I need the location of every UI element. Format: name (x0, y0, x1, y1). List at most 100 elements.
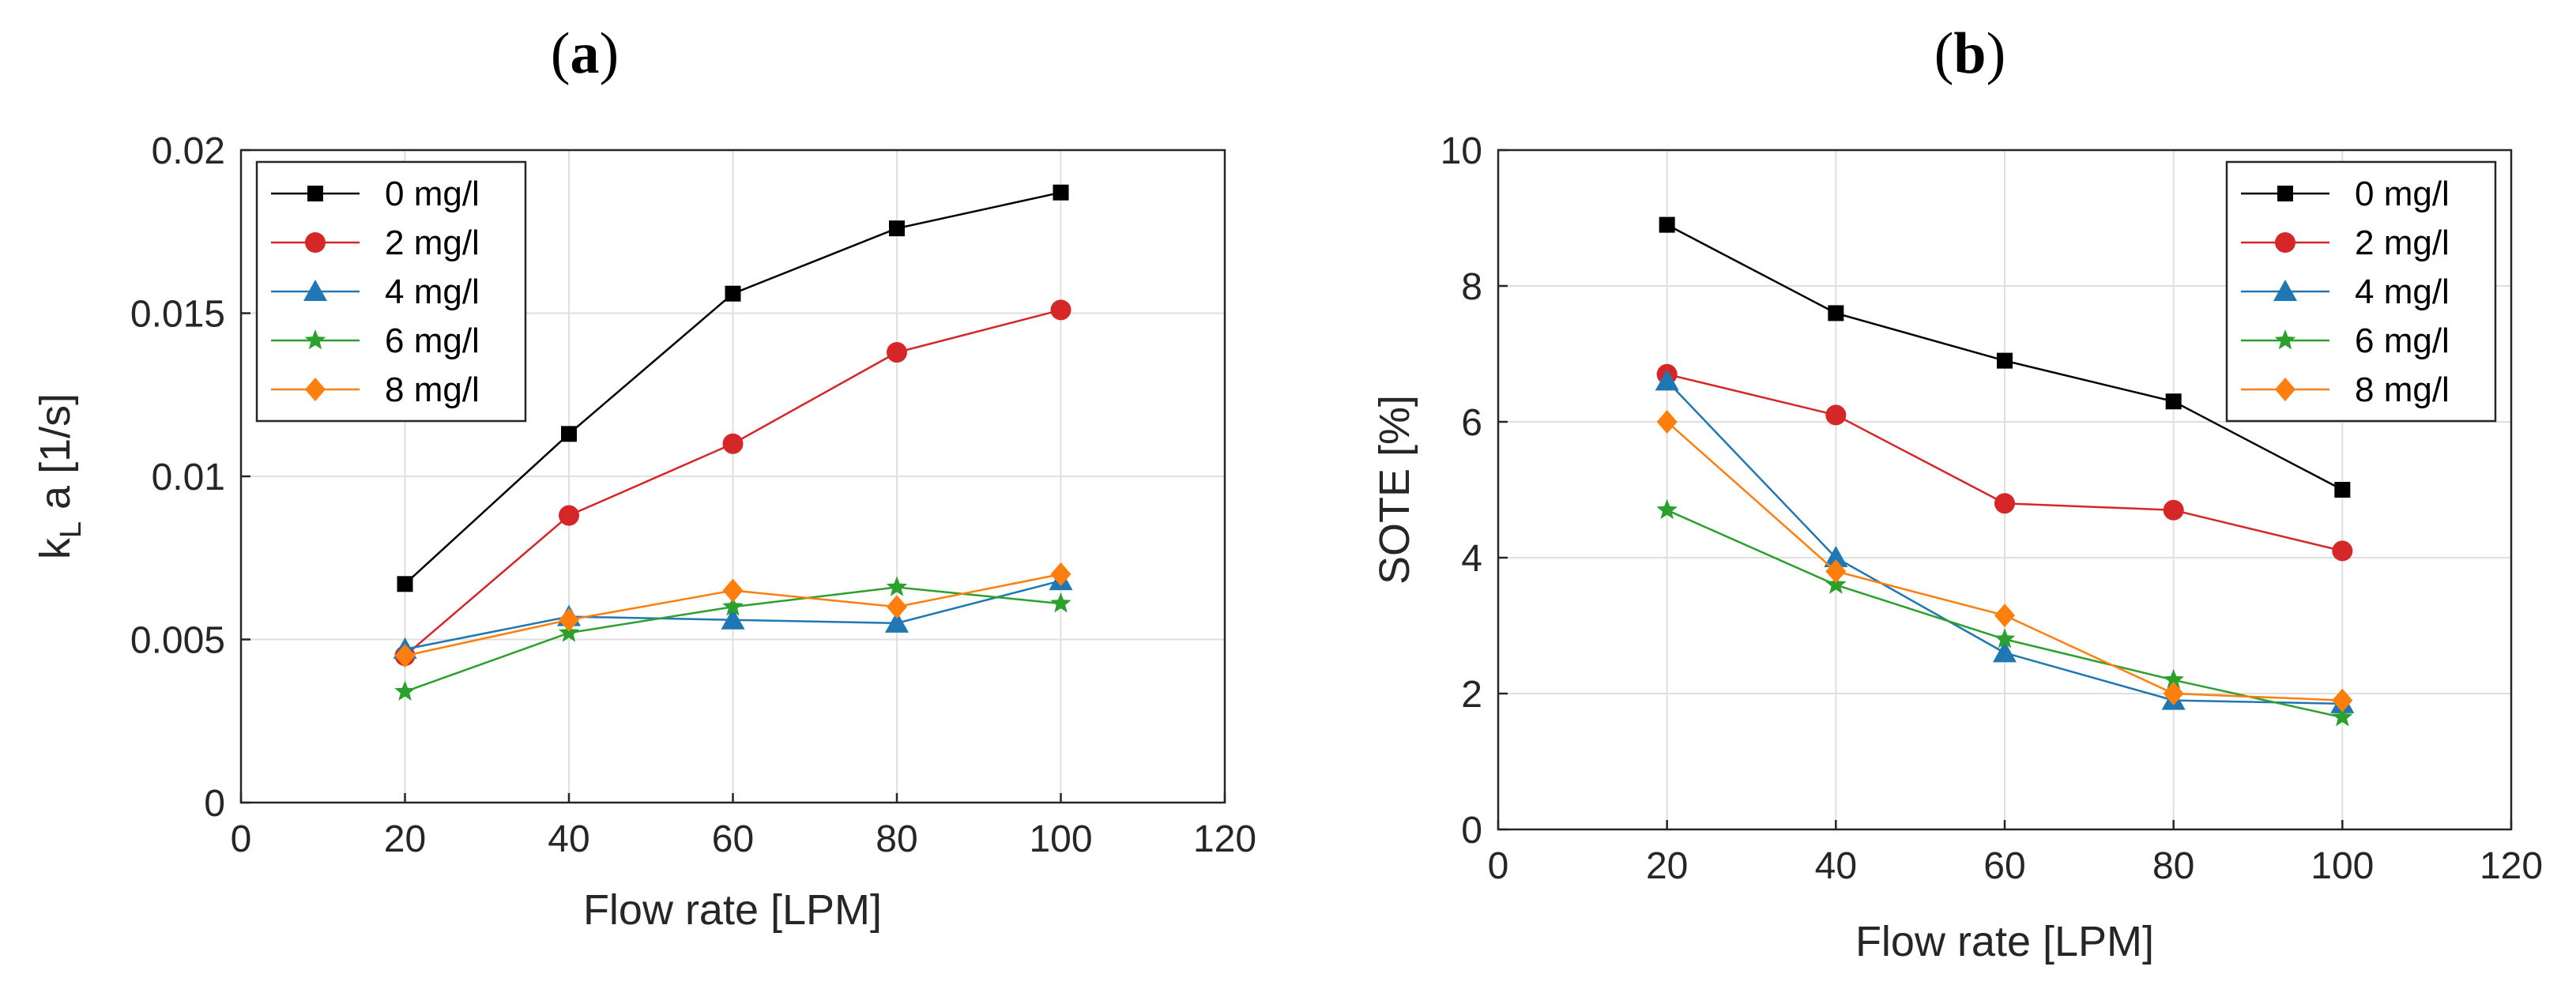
chart-kla-series-0-point (397, 576, 413, 592)
chart-kla-legend-entry-1: 2 mg/l (271, 224, 480, 262)
chart-kla-legend-label-1: 2 mg/l (385, 224, 480, 262)
chart-sote-series-4-point (2332, 688, 2353, 713)
chart-kla-legend-marker-0 (307, 186, 323, 201)
chart-kla-y-tick-label: 0.005 (130, 620, 225, 662)
chart-kla-x-axis-label: Flow rate [LPM] (583, 886, 882, 934)
chart-sote-series-0-point (1659, 216, 1675, 233)
chart-sote-legend-entry-0: 0 mg/l (2241, 175, 2450, 213)
chart-kla-series-4-point (559, 607, 579, 632)
chart-sote-legend-marker-0 (2277, 186, 2293, 201)
chart-sote-x-tick-label: 20 (1646, 845, 1688, 887)
chart-sote-series-0-point (2334, 482, 2351, 498)
chart-sote-series-4-point (1656, 410, 1678, 434)
chart-sote-x-tick-label: 60 (1983, 845, 2025, 887)
chart-kla-x-tick-label: 60 (712, 818, 754, 860)
chart-kla-series-0-point (889, 220, 905, 237)
panel-title-b: (b) (1934, 21, 2005, 86)
chart-sote-legend: 0 mg/l 2 mg/l 4 mg/l 6 mg/l 8 mg/l (2225, 160, 2497, 423)
chart-sote-series-1-point (2163, 499, 2184, 521)
chart-kla-x-tick-label: 100 (1029, 818, 1092, 860)
chart-sote-legend-marker-1 (2275, 232, 2295, 253)
chart-sote-y-tick-label: 8 (1461, 266, 1482, 308)
chart-kla-legend-marker-1 (305, 232, 326, 253)
chart-kla-x-tick-label: 0 (231, 818, 252, 860)
chart-sote-legend-label-4: 8 mg/l (2355, 370, 2450, 409)
chart-sote: 0 20 40 60 80 100 120 0 2 4 6 8 10 Flow rate [LPM] S… (1371, 130, 2543, 965)
chart-kla-series-0 (397, 184, 1069, 592)
chart-kla-legend-entry-4: 8 mg/l (271, 370, 480, 409)
chart-sote-series-3 (1656, 498, 2353, 727)
chart-sote-series-3-point (1994, 628, 2016, 649)
chart-kla-series-1-point (722, 433, 744, 454)
chart-kla-ticks: 0 20 40 60 80 100 120 0 0.005 0.01 0.015 0.02 (130, 130, 1256, 860)
panel-label-b: b (1953, 21, 1986, 86)
chart-sote-x-tick-label: 80 (2152, 845, 2194, 887)
chart-kla-series-3-point (1050, 592, 1071, 613)
chart-kla-y-tick-label: 0.01 (152, 457, 225, 498)
chart-sote-series-3-point (2163, 668, 2184, 690)
chart-sote-legend-entry-1: 2 mg/l (2241, 224, 2450, 262)
chart-kla-series (393, 184, 1073, 701)
chart-kla-legend-label-3: 6 mg/l (385, 322, 480, 360)
chart-sote-legend-label-3: 6 mg/l (2355, 322, 2450, 360)
chart-kla-legend-marker-4 (305, 378, 326, 401)
chart-sote-legend-label-2: 4 mg/l (2355, 273, 2450, 311)
chart-sote-y-tick-label: 0 (1461, 810, 1482, 852)
chart-sote-series-2-point (1824, 546, 1848, 567)
chart-sote-series-0 (1659, 216, 2351, 498)
chart-sote-series-3-point (1656, 498, 1678, 520)
chart-kla-x-tick-label: 80 (876, 818, 917, 860)
chart-kla-series-0-point (1053, 184, 1069, 201)
chart-kla-x-tick-label: 40 (548, 818, 589, 860)
chart-sote-legend-entry-3: 6 mg/l (2241, 322, 2450, 360)
chart-sote-series-1-point (1994, 493, 2015, 514)
panel-label-a: a (571, 21, 600, 86)
chart-kla-legend-label-4: 8 mg/l (385, 370, 480, 409)
chart-kla-legend-label-0: 0 mg/l (385, 175, 480, 213)
chart-kla-y-tick-label: 0 (204, 783, 225, 825)
chart-sote-series-0-point (1997, 352, 2013, 369)
chart-kla-series-1-point (887, 342, 907, 363)
chart-sote-x-tick-label: 40 (1815, 845, 1857, 887)
chart-kla: 0 20 40 60 80 100 120 0 0.005 0.01 0.015 0.02 Flow … (32, 130, 1256, 934)
chart-sote-series-1-point (1825, 404, 1847, 426)
chart-kla-legend-entry-3: 6 mg/l (271, 322, 480, 360)
chart-sote-series (1655, 216, 2355, 727)
panel-title-a: (a) (551, 21, 619, 86)
chart-kla-legend-label-2: 4 mg/l (385, 273, 480, 311)
chart-kla-series-1-point (1050, 299, 1071, 321)
chart-sote-y-tick-label: 4 (1461, 538, 1482, 580)
chart-kla-y-label-main: k (32, 537, 79, 559)
chart-kla-series-4-point (887, 595, 907, 619)
chart-kla-series-3-point (722, 596, 744, 616)
chart-kla-legend-marker-3 (304, 329, 326, 350)
chart-kla-x-tick-label: 120 (1193, 818, 1256, 860)
chart-sote-series-1-point (2332, 540, 2353, 562)
chart-kla-series-0-point (725, 285, 741, 302)
chart-sote-x-tick-label: 100 (2310, 845, 2374, 887)
chart-sote-series-4-point (1994, 604, 2015, 628)
chart-kla-y-tick-label: 0.015 (130, 294, 225, 336)
chart-kla-y-tick-label: 0.02 (152, 130, 225, 172)
chart-sote-y-tick-label: 10 (1441, 130, 1482, 172)
chart-sote-x-tick-label: 120 (2480, 845, 2543, 887)
chart-sote-y-axis-label: SOTE [%] (1371, 395, 1418, 585)
chart-kla-legend-entry-0: 0 mg/l (271, 175, 480, 213)
chart-kla-legend: 0 mg/l 2 mg/l 4 mg/l 6 mg/l 8 mg/l (255, 160, 527, 423)
chart-kla-y-label-rest: a [1/s] (32, 393, 79, 521)
chart-kla-y-axis-label: kL a [1/s] (32, 393, 88, 559)
chart-kla-series-3-point (394, 680, 416, 701)
chart-sote-x-axis-label: Flow rate [LPM] (1855, 918, 2154, 965)
chart-sote-legend-marker-4 (2275, 378, 2295, 401)
chart-kla-y-label-sub: L (55, 521, 88, 538)
chart-kla-x-tick-label: 20 (384, 818, 426, 860)
chart-sote-legend-marker-3 (2274, 329, 2296, 350)
chart-sote-series-2-point (1993, 641, 2017, 663)
chart-kla-series-2-point (721, 607, 745, 630)
chart-kla-legend-entry-2: 4 mg/l (271, 273, 480, 311)
chart-sote-series-0-point (1828, 305, 1844, 322)
chart-sote-x-tick-label: 0 (1488, 845, 1509, 887)
chart-sote-ticks: 0 20 40 60 80 100 120 0 2 4 6 8 10 (1441, 130, 2543, 887)
chart-kla-series-4 (394, 562, 1071, 668)
